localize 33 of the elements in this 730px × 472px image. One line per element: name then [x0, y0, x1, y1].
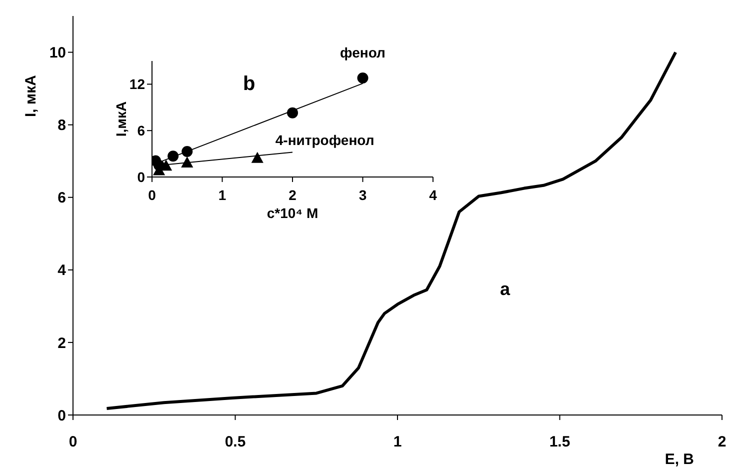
annotation: b	[243, 73, 256, 95]
x-tick-label: 1	[393, 434, 402, 451]
x-tick-label: 4	[429, 186, 438, 203]
x-tick-label: 2	[288, 186, 297, 203]
y-tick-label: 6	[137, 122, 146, 139]
y-tick-label: 10	[49, 44, 66, 62]
y-tick-label: 2	[58, 334, 66, 352]
point	[357, 72, 368, 84]
x-tick-label: 0.5	[224, 434, 246, 451]
x-tick-label: 1.5	[549, 434, 570, 451]
point	[168, 150, 179, 162]
x-tick-label: 3	[358, 186, 367, 203]
x-tick-label: 2	[718, 434, 726, 451]
point	[251, 152, 264, 163]
y-tick-label: 0	[137, 168, 146, 185]
x-axis-title: c*10⁴ M	[266, 205, 318, 221]
y-tick-label: 0	[58, 407, 66, 424]
y-tick-label: 6	[58, 190, 66, 207]
annotation: a	[500, 279, 511, 299]
x-axis-title: E, B	[664, 451, 694, 468]
y-tick-label: 8	[58, 117, 66, 134]
x-tick-label: 0	[68, 434, 78, 451]
y-axis-title: I,мкА	[112, 101, 129, 137]
point	[181, 156, 194, 168]
x-tick-label: 0	[148, 186, 156, 203]
x-tick-label: 1	[218, 186, 226, 203]
series-label: фенол	[340, 44, 386, 60]
y-axis-title: I, мкА	[22, 74, 40, 117]
y-tick-label: 12	[129, 76, 146, 92]
point	[287, 107, 298, 118]
series-label: 4-нитрофенол	[275, 132, 374, 148]
point	[182, 146, 193, 157]
y-tick-label: 4	[58, 262, 67, 280]
